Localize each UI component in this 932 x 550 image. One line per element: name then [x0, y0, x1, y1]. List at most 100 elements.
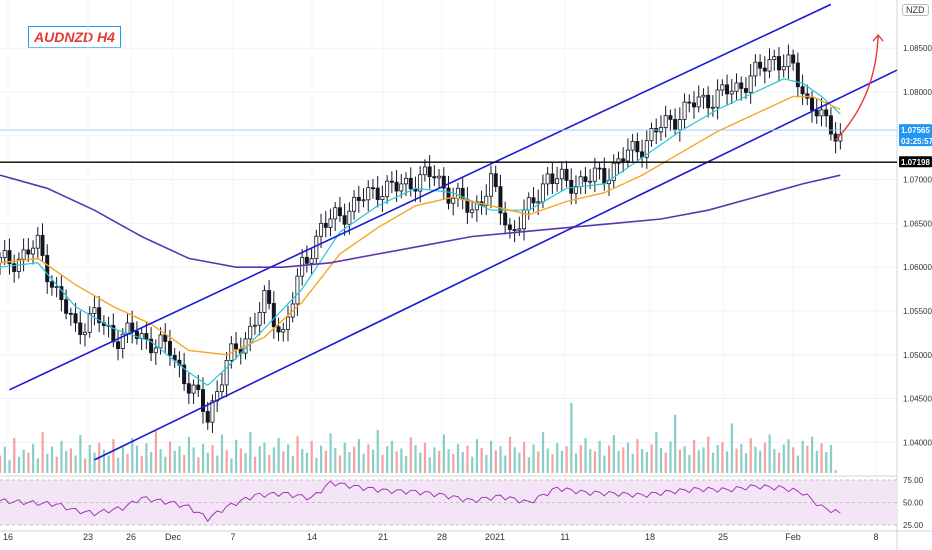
- candle-body: [87, 313, 92, 333]
- candle-body: [715, 89, 720, 108]
- price-tick-label: 1.08500: [903, 44, 932, 53]
- volume-bar: [353, 446, 356, 473]
- volume-bar: [622, 447, 625, 473]
- candle-body: [455, 187, 460, 199]
- volume-bar: [447, 449, 450, 473]
- candle-body: [219, 384, 224, 393]
- candle-body: [701, 94, 706, 98]
- volume-bar: [551, 454, 554, 473]
- volume-bar: [711, 452, 715, 473]
- volume-bar: [579, 445, 582, 473]
- volume-bar: [400, 448, 403, 473]
- volume-bar: [820, 443, 823, 473]
- volume-bar: [17, 456, 21, 473]
- candle-body: [97, 307, 102, 324]
- volume-bar: [532, 444, 535, 473]
- volume-bar: [8, 460, 11, 473]
- projection-arrow: [835, 35, 879, 141]
- candle-body: [163, 334, 168, 342]
- candle-body: [300, 256, 305, 277]
- volume-bar: [362, 453, 365, 473]
- volume-bar: [315, 457, 318, 473]
- volume-bar: [527, 457, 530, 473]
- candle-body: [116, 341, 121, 349]
- volume-bar: [211, 445, 214, 473]
- candle-body: [64, 299, 69, 314]
- volume-bar: [584, 438, 587, 473]
- volume-bar: [612, 435, 615, 473]
- time-tick-label: 21: [378, 532, 388, 542]
- candle-body: [404, 177, 409, 185]
- volume-bar: [825, 452, 828, 473]
- candle-body: [7, 250, 12, 265]
- volume-bar: [574, 453, 578, 473]
- volume-bar: [343, 442, 346, 473]
- volume-bar: [55, 456, 58, 473]
- volume-bar: [60, 440, 63, 473]
- volume-bar: [433, 447, 436, 473]
- price-tick-label: 1.07000: [903, 176, 932, 185]
- candle-body: [810, 97, 815, 111]
- time-tick-label: 25: [718, 532, 728, 542]
- volume-bar: [154, 431, 157, 473]
- candle-body: [550, 173, 555, 185]
- candle-body: [828, 115, 833, 135]
- candle-body: [484, 195, 489, 207]
- candle-body: [361, 199, 366, 202]
- volume-bar: [334, 447, 337, 473]
- current-price-tag: 03:25:57: [901, 137, 932, 146]
- time-tick-label: 8: [873, 532, 878, 542]
- candle-body: [26, 249, 31, 255]
- candle-body: [559, 168, 564, 180]
- volume-bar: [664, 452, 667, 473]
- volume-bar: [489, 440, 493, 473]
- volume-bar: [560, 450, 564, 473]
- volume-bar: [749, 438, 752, 473]
- candle-body: [720, 84, 725, 91]
- candle-body: [451, 197, 456, 204]
- candle-body: [540, 183, 545, 203]
- candle-body: [644, 140, 649, 158]
- candle-body: [725, 84, 730, 95]
- candle-body: [625, 149, 630, 162]
- volume-bar: [263, 442, 266, 473]
- volume-bar: [428, 457, 431, 473]
- candle-body: [526, 197, 531, 211]
- volume-bar: [367, 444, 370, 473]
- candle-body: [498, 186, 503, 214]
- price-tick-label: 1.06500: [903, 219, 932, 228]
- candle-body: [706, 94, 711, 109]
- candle-body: [772, 56, 777, 61]
- candle-body: [677, 119, 682, 131]
- candle-body: [668, 115, 673, 120]
- volume-bar: [608, 445, 611, 473]
- candle-body: [271, 303, 276, 328]
- currency-badge[interactable]: NZD: [902, 4, 929, 16]
- candle-body: [210, 400, 215, 423]
- volume-bar: [414, 445, 417, 473]
- candle-body: [564, 168, 569, 181]
- volume-bar: [305, 452, 309, 473]
- candle-body: [616, 158, 621, 164]
- candle-body: [583, 176, 588, 183]
- candle-body: [314, 235, 319, 260]
- volume-bar: [202, 443, 205, 473]
- volume-bar: [164, 456, 167, 473]
- candle-body: [470, 209, 475, 213]
- volume-bar: [102, 449, 106, 473]
- volume-bar: [32, 443, 35, 473]
- volume-bar: [376, 429, 379, 473]
- candle-body: [592, 167, 597, 182]
- moving-average-line: [0, 78, 841, 387]
- candle-body: [0, 257, 3, 264]
- candle-body: [342, 215, 347, 225]
- volume-bar: [702, 447, 705, 473]
- candle-body: [739, 82, 744, 89]
- rsi-band: [0, 480, 897, 525]
- volume-bar: [192, 447, 195, 473]
- volume-bar: [225, 450, 228, 473]
- candle-body: [691, 102, 696, 108]
- volume-bar: [829, 445, 833, 473]
- volume-bar: [518, 452, 521, 473]
